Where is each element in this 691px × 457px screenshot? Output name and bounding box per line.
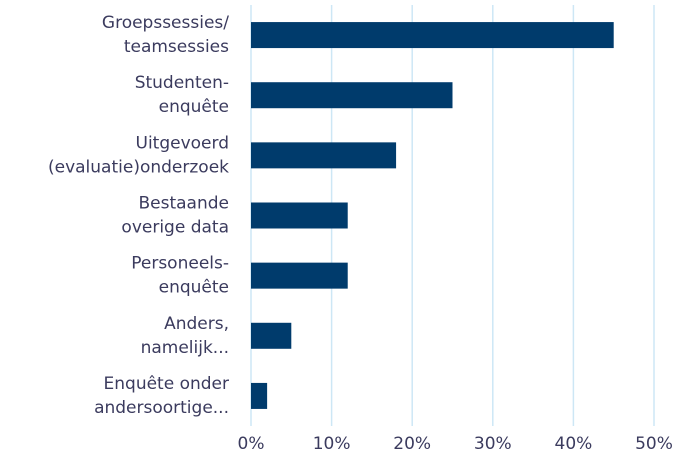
x-tick-label: 10% (313, 434, 351, 454)
x-tick-label: 20% (393, 434, 431, 454)
x-tick-label: 40% (555, 434, 593, 454)
y-tick-label: andersoortige... (94, 398, 229, 418)
y-tick-label: enquête (159, 97, 229, 117)
y-tick-label: (evaluatie)onderzoek (48, 157, 229, 177)
y-tick-label: Uitgevoerd (136, 133, 229, 153)
y-tick-label: Enquête onder (104, 374, 229, 394)
bar (251, 202, 348, 229)
x-tick-label: 0% (238, 434, 265, 454)
y-tick-label: overige data (121, 218, 229, 238)
bar (251, 22, 614, 49)
bar (251, 322, 292, 349)
x-tick-label: 30% (474, 434, 512, 454)
y-tick-label: Anders, (164, 314, 229, 334)
y-tick-label: teamsessies (124, 37, 229, 57)
bar (251, 382, 268, 409)
bar (251, 262, 348, 289)
y-tick-label: namelijk... (141, 338, 229, 358)
x-tick-label: 50% (635, 434, 673, 454)
y-tick-label: Bestaande (138, 194, 229, 214)
y-tick-label: Studenten- (135, 73, 229, 93)
y-tick-label: enquête (159, 278, 229, 298)
y-tick-label: Personeels- (131, 254, 229, 274)
bar (251, 142, 397, 169)
y-tick-label: Groepssessies/ (102, 13, 229, 33)
bar (251, 82, 453, 109)
